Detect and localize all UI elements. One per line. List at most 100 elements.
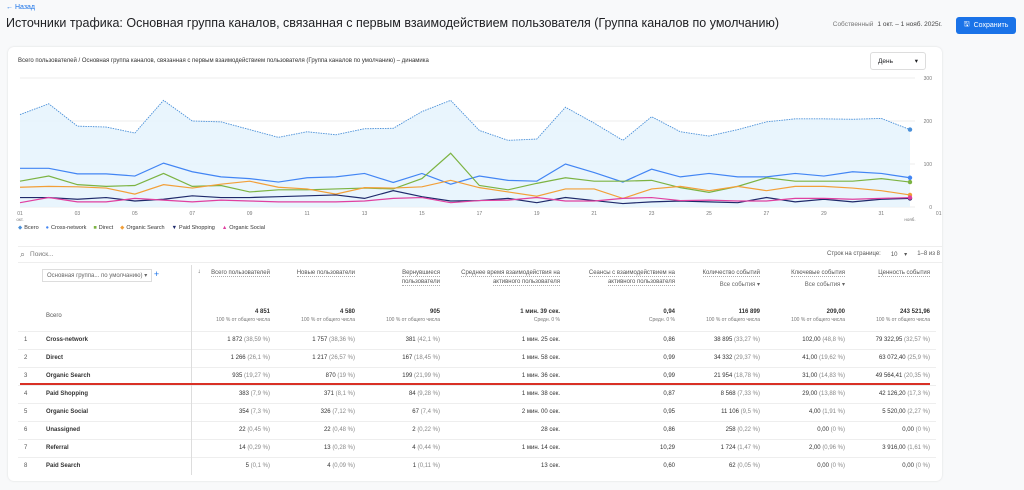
x-tick-label: 07	[189, 211, 195, 217]
legend-item[interactable]: ◆ Organic Search	[120, 225, 165, 231]
metric-cell: 2 мин. 00 сек.	[446, 402, 566, 421]
y-tick-label: 300	[924, 76, 933, 82]
metric-cell: 1 мин. 14 сек.	[446, 438, 566, 457]
table-row[interactable]: 2 Direct 1 266 (26,1 %) 1 217 (26,57 %) 167 …	[18, 348, 936, 367]
legend-marker-icon: ▼	[171, 225, 178, 231]
table-row[interactable]: 6 Unassigned 22 (0,45 %) 22 (0,48 %) 2 (0,22…	[18, 420, 936, 439]
series-line-organic-search	[19, 179, 911, 200]
granularity-dropdown[interactable]: День ▾	[870, 52, 926, 70]
search-bar[interactable]: ⌕ Поиск...	[18, 246, 942, 263]
date-range-value: 1 окт. – 1 нояб. 2025г.	[877, 21, 942, 28]
legend-marker-icon: ◆	[120, 225, 125, 231]
x-tick-label: 01	[936, 211, 942, 217]
series-line-organic-social	[19, 196, 911, 204]
pagination: Строк на странице: 10 ▾ 1–8 из 8	[827, 251, 940, 258]
dimension-select[interactable]: Основная группа... по умолчанию) ▾	[42, 269, 153, 282]
total-cell: 1 мин. 39 сек. Средн. 0 %	[520, 308, 560, 323]
x-tick-label: 15	[419, 211, 425, 217]
channel-name[interactable]: Direct	[40, 348, 191, 367]
table-row[interactable]: 5 Organic Social 354 (7,3 %) 326 (7,12 %) 67…	[18, 402, 936, 421]
save-label: Сохранить	[973, 22, 1009, 29]
metric-cell: 167 (18,45 %)	[361, 348, 446, 367]
metric-cell: 1 724 (1,47 %)	[681, 438, 766, 457]
table-row[interactable]: 4 Paid Shopping 383 (7,9 %) 371 (8,1 %) 84 (…	[18, 384, 936, 403]
metric-cell: 0,99	[566, 348, 681, 367]
column-header[interactable]: Сеансы с взаимодействием на активного по…	[588, 270, 675, 286]
line-chart: 0 100 200 300 01 03 05 07 09 11 13 15 17 19 21 23 25 27 29…	[16, 76, 942, 222]
metric-cell: 0,60	[566, 456, 681, 475]
legend-item[interactable]: ● Cross-network	[45, 225, 87, 231]
x-tick-label: 25	[706, 211, 712, 217]
column-header[interactable]: Среднее время взаимодействия на активног…	[461, 270, 560, 286]
x-tick-label: 29	[821, 211, 827, 217]
highlight-divider	[20, 383, 930, 385]
column-header[interactable]: Количество событий Все события ▾	[681, 265, 766, 301]
metric-cell: 22 (0,48 %)	[276, 420, 361, 439]
metric-cell: 31,00 (14,83 %)	[766, 366, 851, 385]
search-input[interactable]: Поиск...	[30, 251, 54, 258]
back-link[interactable]: ← Назад	[6, 4, 36, 11]
x-tick-label: 01	[17, 211, 23, 217]
x-tick-sublabel: окт.	[16, 217, 23, 222]
channel-name[interactable]: Organic Social	[40, 402, 191, 421]
series-end-point	[907, 175, 913, 180]
legend-item[interactable]: ◆ Всего	[18, 225, 39, 231]
rows-per-page-select[interactable]: 10 ▾	[890, 252, 908, 258]
legend-item[interactable]: ▲ Organic Social	[221, 225, 266, 231]
channel-name[interactable]: Cross-network	[40, 330, 191, 349]
totals-label: Всего	[46, 312, 62, 319]
metric-cell: 4 (0,44 %)	[361, 438, 446, 457]
x-tick-label: 17	[477, 211, 483, 217]
y-tick-label: 200	[924, 119, 933, 125]
metric-cell: 0,99	[566, 366, 681, 385]
metric-cell: 935 (19,27 %)	[190, 366, 276, 385]
granularity-value: День	[878, 57, 893, 65]
channel-name[interactable]: Referral	[40, 438, 191, 457]
y-tick-label: 100	[924, 162, 933, 168]
rows-per-page-label: Строк на странице:	[827, 251, 881, 257]
channel-name[interactable]: Paid Search	[40, 456, 191, 475]
channel-name[interactable]: Organic Search	[40, 366, 191, 385]
event-selector[interactable]: Все события ▾	[804, 282, 845, 288]
row-index: 2	[18, 348, 40, 367]
table-row[interactable]: 3 Organic Search 935 (19,27 %) 870 (19 %) 19…	[18, 366, 936, 385]
table-row[interactable]: 8 Paid Search 5 (0,1 %) 4 (0,09 %) 1 (0,11 %…	[18, 456, 936, 475]
x-tick-label: 21	[591, 211, 597, 217]
channel-name[interactable]: Unassigned	[40, 420, 191, 439]
metric-cell: 1 мин. 58 сек.	[446, 348, 566, 367]
area-fill-total	[20, 100, 910, 207]
metric-cell: 1 мин. 38 сек.	[446, 384, 566, 403]
metric-cell: 5 (0,1 %)	[190, 456, 276, 475]
column-header[interactable]: Вернувшиеся пользователи	[401, 270, 440, 286]
channel-name[interactable]: Paid Shopping	[40, 384, 191, 403]
total-cell: 0,94 Средн. 0 %	[648, 308, 675, 323]
metric-cell: 29,00 (13,88 %)	[766, 384, 851, 403]
column-header[interactable]: Ключевые события Все события ▾	[766, 265, 851, 301]
legend-item[interactable]: ▼ Paid Shopping	[171, 225, 215, 231]
metric-cell: 62 (0,05 %)	[681, 456, 766, 475]
metric-cell: 258 (0,22 %)	[681, 420, 766, 439]
save-button[interactable]: 🖫 Сохранить	[956, 17, 1016, 34]
row-index: 7	[18, 438, 40, 457]
metric-cell: 0,95	[566, 402, 681, 421]
date-range-label: Собственный	[832, 21, 874, 28]
chart-title: Всего пользователей / Основная группа ка…	[18, 58, 429, 64]
column-header[interactable]: Ценность события	[878, 270, 930, 277]
row-index: 5	[18, 402, 40, 421]
column-header[interactable]: Новые пользователи	[296, 270, 355, 277]
legend-item[interactable]: ■ Direct	[93, 225, 114, 231]
series-end-point	[907, 127, 913, 132]
column-header[interactable]: ↓ Всего пользователей	[190, 265, 276, 301]
add-dimension-icon[interactable]: +	[153, 269, 160, 279]
event-selector[interactable]: Все события ▾	[719, 282, 760, 288]
metric-cell: 326 (7,12 %)	[276, 402, 361, 421]
total-cell: 116 899 100 % от общего числа	[706, 308, 760, 323]
metric-cell: 383 (7,9 %)	[190, 384, 276, 403]
metric-cell: 1 217 (26,57 %)	[276, 348, 361, 367]
legend-marker-icon: ◆	[18, 225, 23, 231]
legend-marker-icon: ■	[93, 225, 97, 231]
date-range-picker[interactable]: Собственный 1 окт. – 1 нояб. 2025г.	[833, 21, 942, 28]
metric-cell: 1 (0,11 %)	[361, 456, 446, 475]
table-row[interactable]: 7 Referral 14 (0,29 %) 13 (0,28 %) 4 (0,44 %…	[18, 438, 936, 457]
table-row[interactable]: 1 Cross-network 1 872 (38,59 %) 1 757 (38,3…	[18, 330, 936, 349]
